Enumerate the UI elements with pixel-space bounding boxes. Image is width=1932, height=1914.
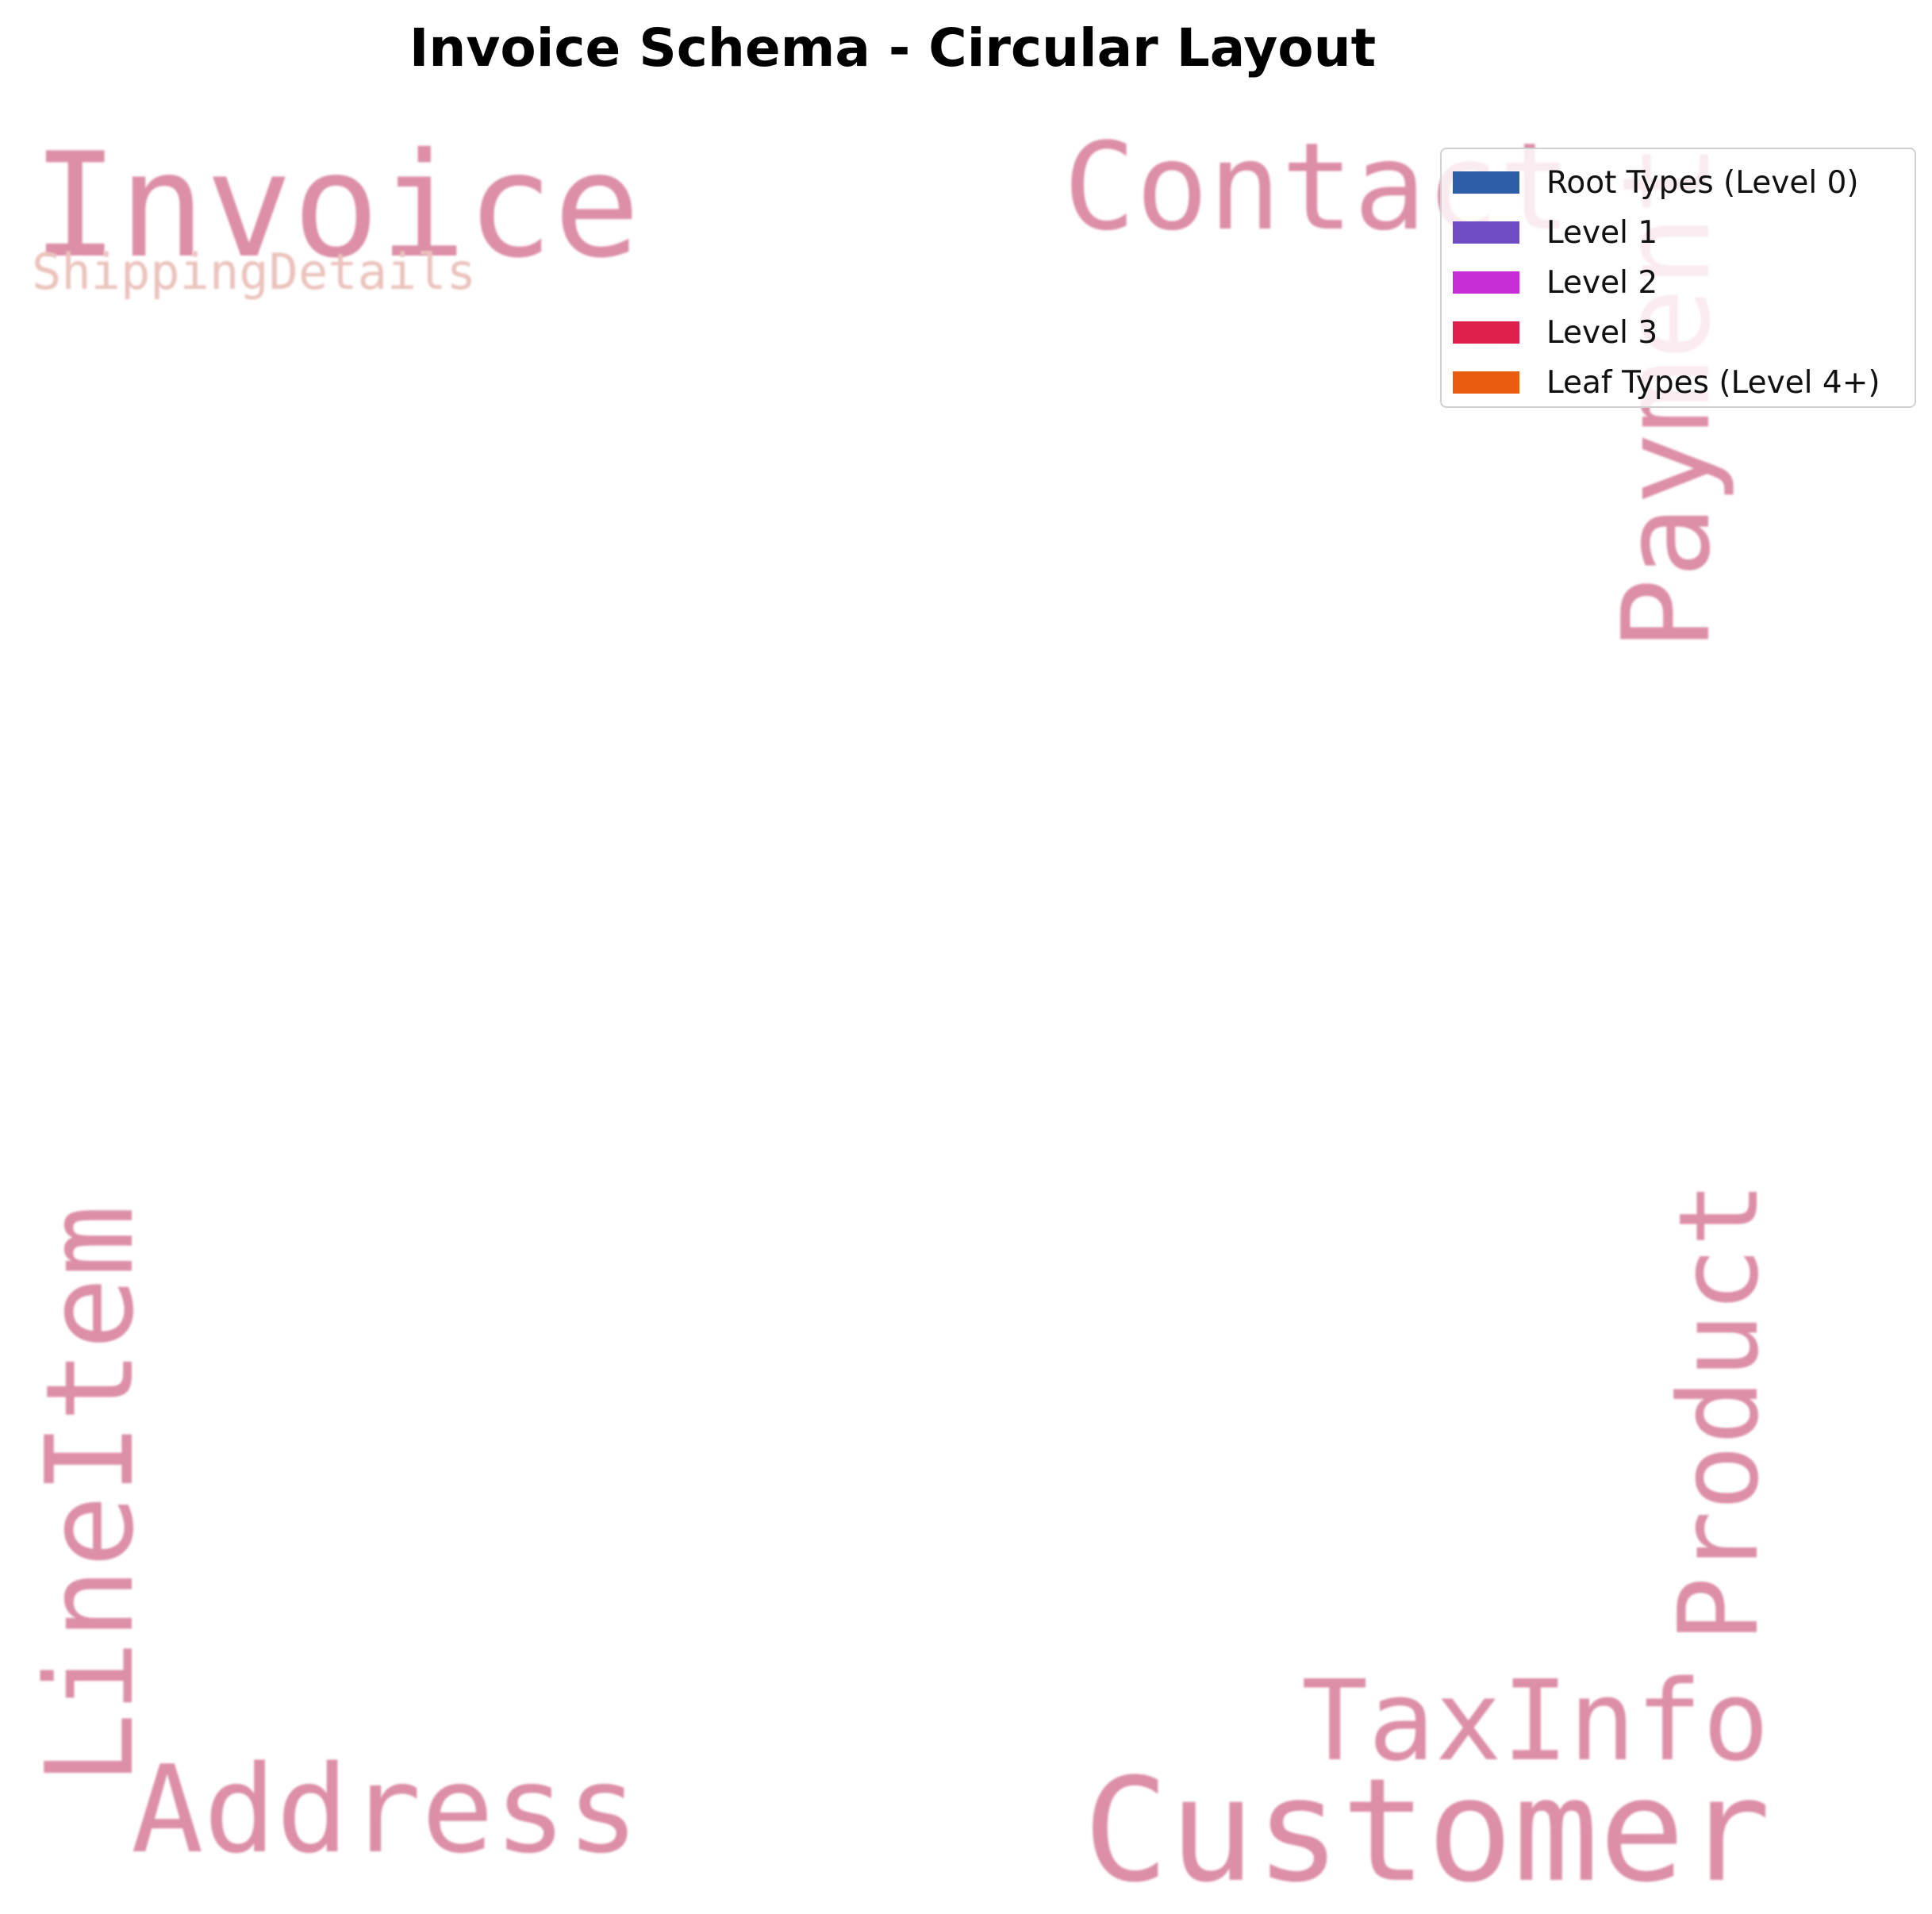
legend-label: Level 2 bbox=[1546, 264, 1658, 301]
legend-swatch bbox=[1453, 321, 1519, 344]
legend-item: Root Types (Level 0) bbox=[1453, 164, 1859, 201]
legend-swatch bbox=[1453, 271, 1519, 294]
legend-swatch bbox=[1453, 171, 1519, 194]
legend-swatch bbox=[1453, 371, 1519, 394]
legend-label: Root Types (Level 0) bbox=[1546, 164, 1859, 201]
node-word-customer: Customer bbox=[1083, 1748, 1771, 1914]
legend: Root Types (Level 0) Level 1 Level 2 Lev… bbox=[1440, 148, 1916, 408]
node-word-taxinfo: TaxInfo bbox=[1301, 1657, 1770, 1786]
node-word-lineitem: LineItem bbox=[20, 1204, 160, 1785]
legend-label: Level 3 bbox=[1546, 314, 1658, 351]
node-word-shippingdetails: ShippingDetails bbox=[32, 243, 476, 301]
legend-swatch bbox=[1453, 221, 1519, 244]
legend-label: Leaf Types (Level 4+) bbox=[1546, 364, 1880, 401]
node-word-product: Product bbox=[1655, 1181, 1783, 1643]
legend-item: Level 3 bbox=[1453, 314, 1658, 351]
legend-item: Level 2 bbox=[1453, 264, 1658, 301]
diagram-title: Invoice Schema - Circular Layout bbox=[409, 17, 1377, 79]
legend-label: Level 1 bbox=[1546, 214, 1658, 251]
legend-item: Level 1 bbox=[1453, 214, 1658, 251]
node-word-address: Address bbox=[131, 1739, 640, 1880]
node-word-invoice: Invoice bbox=[32, 121, 641, 290]
legend-item: Leaf Types (Level 4+) bbox=[1453, 364, 1880, 401]
